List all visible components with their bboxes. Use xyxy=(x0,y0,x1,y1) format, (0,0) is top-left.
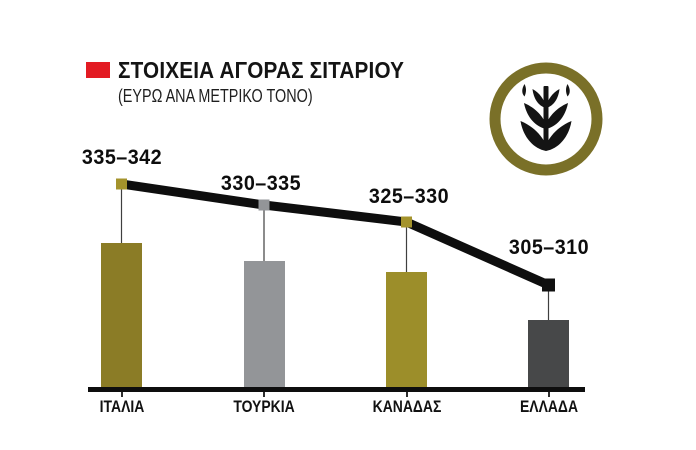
bar-ellada xyxy=(528,320,569,389)
chart-subtitle: (ΕΥΡΩ ΑΝΑ ΜΕΤΡΙΚΟ ΤΟΝΟ) xyxy=(118,86,313,106)
axis-tick-ellada xyxy=(547,392,550,397)
axis-tick-tourkia xyxy=(263,392,265,397)
x-axis-line xyxy=(88,387,585,392)
axis-tick-italia xyxy=(120,392,123,397)
axis-tick-kanadas xyxy=(405,392,408,397)
category-label-tourkia: ΤΟΥΡΚΙΑ xyxy=(233,397,295,416)
value-range-label-tourkia: 330–335 xyxy=(220,172,302,195)
line-marker-tourkia xyxy=(258,199,270,211)
value-range-label-kanadas: 325–330 xyxy=(368,185,450,208)
bar-kanadas xyxy=(386,272,427,389)
category-label-ellada: ΕΛΛΑΔΑ xyxy=(519,397,578,416)
price-trend-line xyxy=(120,179,551,290)
category-label-kanadas: ΚΑΝΑΔΑΣ xyxy=(372,397,441,416)
bar-italia xyxy=(101,243,142,389)
line-marker-italia xyxy=(116,178,127,190)
bar-tourkia xyxy=(243,261,285,389)
title-bullet-square xyxy=(86,62,110,78)
value-range-label-italia: 335–342 xyxy=(81,146,163,169)
wheat-icon xyxy=(489,62,603,176)
value-range-label-ellada: 305–310 xyxy=(508,236,590,259)
wheat-logo xyxy=(487,60,605,178)
line-marker-ellada xyxy=(542,278,555,292)
chart-title: ΣΤΟΙΧΕΙΑ ΑΓΟΡΑΣ ΣΙΤΑΡΙΟΥ xyxy=(118,57,405,83)
line-marker-kanadas xyxy=(401,216,412,228)
category-label-italia: ΙΤΑΛΙΑ xyxy=(99,397,144,416)
